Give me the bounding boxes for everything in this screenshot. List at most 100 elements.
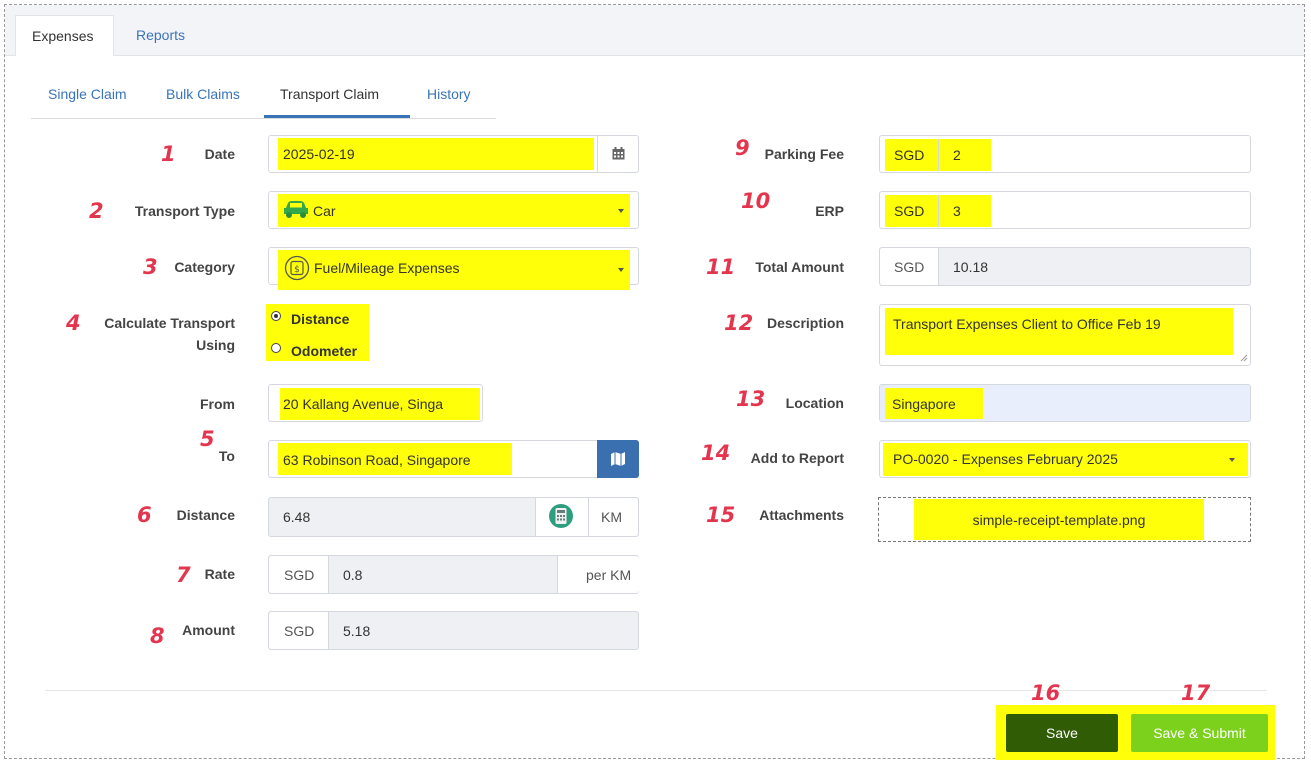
calc-label-line2: Using bbox=[196, 337, 235, 353]
chevron-down-icon bbox=[618, 209, 624, 213]
subtab-bulk-claims[interactable]: Bulk Claims bbox=[166, 86, 240, 102]
from-label: From bbox=[200, 396, 235, 412]
highlight bbox=[885, 388, 983, 419]
location-value: Singapore bbox=[892, 396, 956, 412]
top-tab-bar: Expenses Reports bbox=[5, 5, 1304, 56]
category-value: Fuel/Mileage Expenses bbox=[314, 260, 460, 276]
claim-subtabs: Single Claim Bulk Claims Transport Claim… bbox=[31, 74, 496, 119]
chevron-down-icon bbox=[618, 268, 624, 272]
total-amount-label: Total Amount bbox=[755, 259, 844, 275]
marker-5: 5 bbox=[200, 427, 215, 451]
erp-value: 3 bbox=[953, 203, 961, 219]
subtab-single-claim[interactable]: Single Claim bbox=[48, 86, 127, 102]
to-value: 63 Robinson Road, Singapore bbox=[283, 452, 471, 468]
rate-currency-addon bbox=[269, 556, 329, 593]
save-submit-button[interactable]: Save & Submit bbox=[1131, 714, 1268, 752]
highlight bbox=[278, 443, 512, 475]
add-to-report-label: Add to Report bbox=[750, 450, 844, 466]
marker-17: 17 bbox=[1181, 681, 1211, 705]
marker-4: 4 bbox=[66, 311, 81, 335]
attachment-file[interactable]: simple-receipt-template.png bbox=[972, 512, 1146, 528]
marker-8: 8 bbox=[150, 624, 165, 648]
to-label: To bbox=[218, 448, 235, 464]
distance-unit: KM bbox=[601, 509, 622, 525]
distance-label: Distance bbox=[176, 507, 235, 523]
calculator-button[interactable] bbox=[535, 498, 589, 536]
location-label: Location bbox=[785, 395, 844, 411]
rate-currency: SGD bbox=[284, 567, 315, 583]
chevron-down-icon bbox=[1229, 458, 1235, 462]
rate-label: Rate bbox=[204, 566, 235, 582]
divider bbox=[938, 195, 939, 227]
calendar-icon[interactable] bbox=[612, 147, 625, 160]
tab-expenses[interactable]: Expenses bbox=[15, 15, 114, 56]
tab-reports[interactable]: Reports bbox=[136, 27, 186, 43]
marker-9: 9 bbox=[735, 136, 750, 160]
rate-unit-addon bbox=[557, 556, 639, 593]
rate-value: 0.8 bbox=[343, 567, 363, 583]
from-value: 20 Kallang Avenue, Singa bbox=[283, 396, 444, 412]
page-frame bbox=[4, 4, 1305, 759]
attachments-label: Attachments bbox=[759, 507, 844, 523]
resize-handle-icon[interactable] bbox=[1240, 354, 1248, 362]
divider bbox=[597, 136, 598, 172]
divider bbox=[938, 139, 939, 171]
rate-unit: per KM bbox=[586, 567, 632, 583]
amount-label: Amount bbox=[182, 622, 235, 638]
erp-label: ERP bbox=[815, 203, 844, 219]
highlight bbox=[883, 443, 1248, 476]
marker-6: 6 bbox=[137, 503, 152, 527]
marker-2: 2 bbox=[89, 199, 104, 223]
parking-fee-label: Parking Fee bbox=[764, 146, 844, 162]
map-button[interactable] bbox=[597, 440, 639, 478]
description-value: Transport Expenses Client to Office Feb … bbox=[893, 316, 1161, 332]
transport-type-value: Car bbox=[313, 203, 336, 219]
total-amount-input bbox=[879, 247, 1251, 286]
calc-label-line1: Calculate Transport bbox=[104, 315, 235, 331]
subtab-transport-claim[interactable]: Transport Claim bbox=[264, 74, 410, 118]
category-label: Category bbox=[174, 259, 235, 275]
save-button[interactable]: Save bbox=[1006, 714, 1118, 752]
highlight bbox=[885, 308, 1233, 355]
marker-11: 11 bbox=[706, 255, 736, 279]
divider bbox=[588, 498, 589, 536]
marker-14: 14 bbox=[701, 441, 731, 465]
highlight bbox=[278, 138, 594, 170]
amount-currency-addon bbox=[269, 612, 329, 649]
divider bbox=[45, 690, 1267, 691]
radio-distance[interactable] bbox=[271, 311, 281, 321]
date-label: Date bbox=[204, 146, 235, 162]
transport-type-label: Transport Type bbox=[134, 203, 235, 219]
highlight bbox=[914, 499, 1204, 540]
money-icon: $ bbox=[284, 255, 310, 281]
calculator-icon bbox=[549, 504, 573, 528]
marker-15: 15 bbox=[706, 503, 736, 527]
marker-10: 10 bbox=[741, 189, 771, 213]
highlight bbox=[278, 194, 630, 227]
radio-distance-label[interactable]: Distance bbox=[291, 311, 350, 327]
total-value: 10.18 bbox=[953, 259, 989, 275]
amount-value: 5.18 bbox=[343, 623, 371, 639]
parking-value: 2 bbox=[953, 147, 961, 163]
distance-value: 6.48 bbox=[283, 509, 311, 525]
marker-13: 13 bbox=[736, 387, 766, 411]
total-currency-addon bbox=[880, 248, 939, 285]
svg-text:$: $ bbox=[294, 265, 300, 275]
subtab-history[interactable]: History bbox=[427, 86, 471, 102]
description-label: Description bbox=[766, 315, 844, 331]
distance-unit-addon bbox=[589, 498, 638, 536]
marker-12: 12 bbox=[724, 311, 754, 335]
parking-currency: SGD bbox=[894, 147, 925, 163]
marker-16: 16 bbox=[1031, 681, 1061, 705]
highlight bbox=[266, 304, 369, 361]
map-icon bbox=[611, 452, 625, 466]
erp-currency: SGD bbox=[894, 203, 925, 219]
marker-1: 1 bbox=[161, 142, 176, 166]
radio-odometer[interactable] bbox=[271, 343, 281, 353]
marker-3: 3 bbox=[143, 255, 158, 279]
total-currency: SGD bbox=[894, 259, 925, 275]
date-value: 2025-02-19 bbox=[283, 146, 355, 162]
radio-odometer-label[interactable]: Odometer bbox=[291, 343, 358, 359]
report-value: PO-0020 - Expenses February 2025 bbox=[893, 451, 1118, 467]
highlight bbox=[278, 250, 630, 290]
